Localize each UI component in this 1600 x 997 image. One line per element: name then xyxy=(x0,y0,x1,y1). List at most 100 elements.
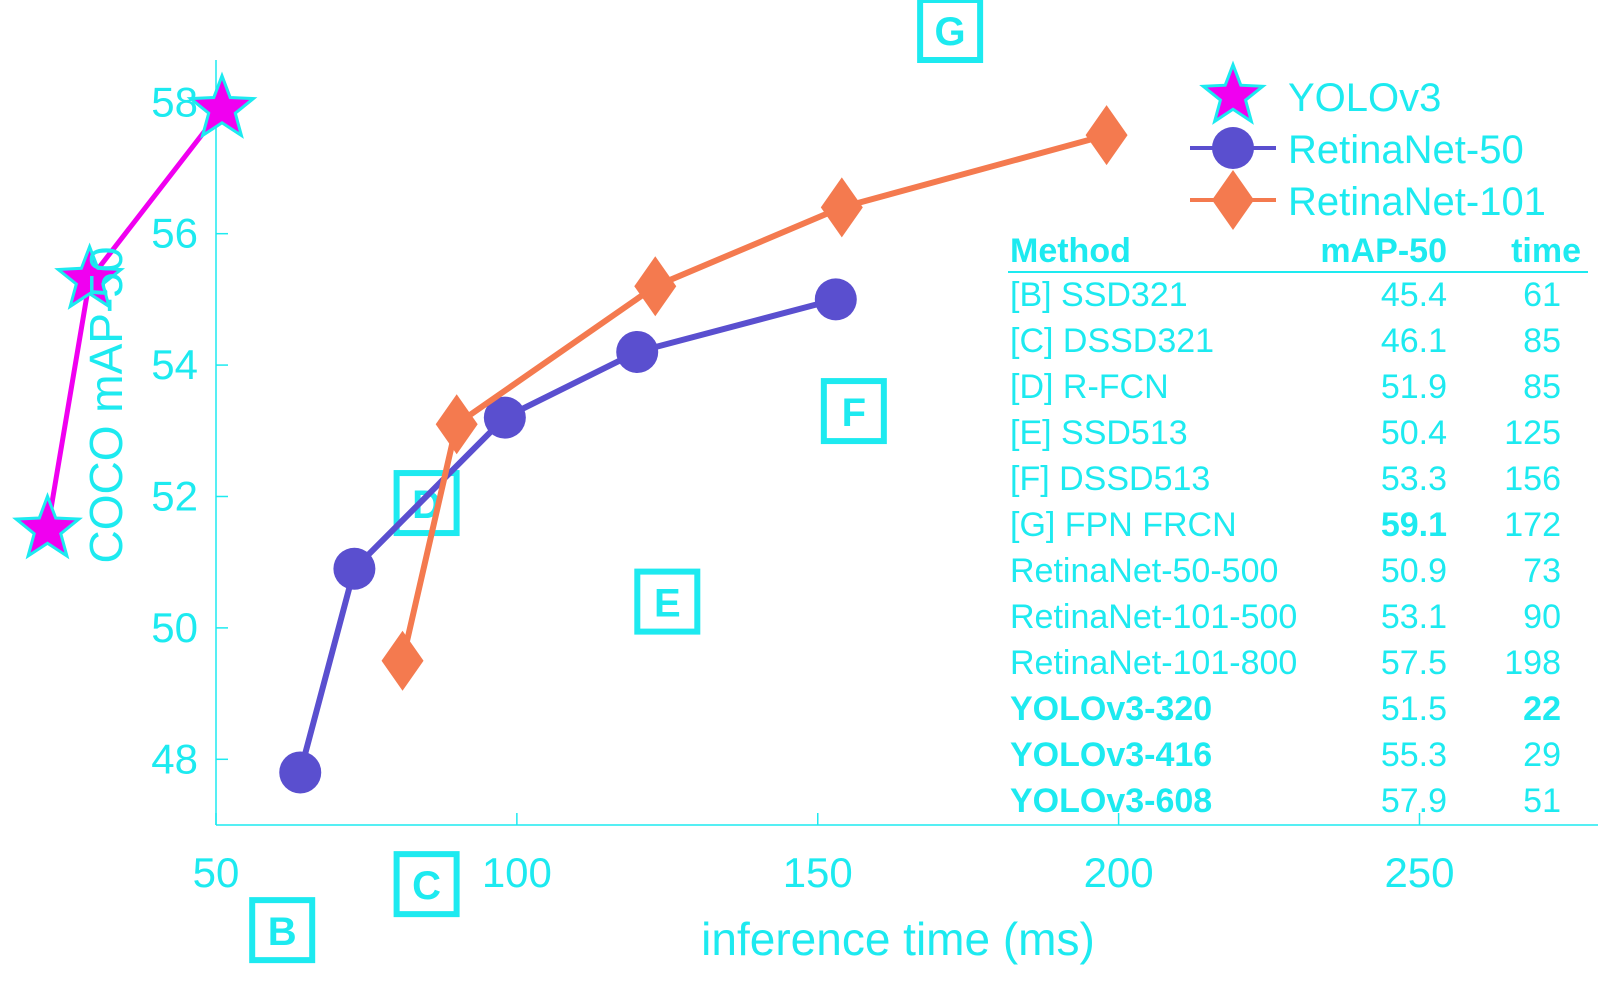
table-cell-time: 156 xyxy=(1504,460,1561,498)
point-label-box xyxy=(393,470,460,537)
table-header-time: time xyxy=(1511,232,1581,270)
table-cell-method: [G] FPN FRCN xyxy=(1010,506,1237,544)
point-label-box xyxy=(393,851,460,918)
point-label-box xyxy=(634,568,701,635)
table-row: RetinaNet-101-500 53.1 90 xyxy=(1010,598,1561,636)
series-point xyxy=(1085,105,1128,166)
table-cell-time: 22 xyxy=(1523,690,1561,728)
point-label-text: F xyxy=(842,391,866,435)
y-tick-label: 54 xyxy=(151,341,198,388)
table-cell-method: RetinaNet-101-500 xyxy=(1010,598,1297,636)
series-layer xyxy=(12,71,1128,794)
table-cell-map: 53.1 xyxy=(1381,598,1447,636)
table-cell-method: YOLOv3-608 xyxy=(1010,782,1212,820)
table-cell-map: 51.5 xyxy=(1381,690,1447,728)
point-label-D: D xyxy=(393,470,460,537)
y-tick-label: 50 xyxy=(151,604,198,651)
point-label-boxes: B C D E F G xyxy=(249,0,984,964)
point-label-box xyxy=(917,0,984,63)
series-point xyxy=(814,278,857,321)
table-header-map: mAP-50 xyxy=(1320,232,1447,270)
table-cell-time: 198 xyxy=(1504,644,1561,682)
table-cell-time: 85 xyxy=(1523,322,1561,360)
plot-axes: 50 100 150 200 250 48 50 52 54 56 58 xyxy=(151,60,1598,896)
table-cell-method: [E] SSD513 xyxy=(1010,414,1188,452)
x-axis-ticks: 50 100 150 200 250 xyxy=(193,813,1455,896)
table-row: [C] DSSD321 46.1 85 xyxy=(1010,322,1561,360)
table-cell-time: 61 xyxy=(1523,276,1561,314)
table-cell-map: 51.9 xyxy=(1381,368,1447,406)
table-cell-method: RetinaNet-50-500 xyxy=(1010,552,1278,590)
series-point xyxy=(381,630,424,691)
table-cell-time: 29 xyxy=(1523,736,1561,774)
legend-item: RetinaNet-101 xyxy=(1190,170,1546,230)
series-point xyxy=(12,492,83,560)
table-cell-map: 45.4 xyxy=(1381,276,1447,314)
table-row: RetinaNet-101-800 57.5 198 xyxy=(1010,644,1561,682)
legend: YOLOv3 RetinaNet-50 RetinaNet-101 xyxy=(1190,60,1546,230)
table-cell-map: 50.9 xyxy=(1381,552,1447,590)
y-tick-label: 56 xyxy=(151,210,198,257)
series-point xyxy=(435,394,478,455)
table-cell-time: 90 xyxy=(1523,598,1561,636)
point-label-box xyxy=(820,378,887,445)
series-line xyxy=(297,296,837,774)
results-table: Method mAP-50 time [B] SSD321 45.4 61 [C] DSSD… xyxy=(1008,232,1588,820)
point-label-text: G xyxy=(935,10,966,54)
series-point xyxy=(634,256,677,317)
point-label-E: E xyxy=(634,568,701,635)
table-cell-time: 125 xyxy=(1504,414,1561,452)
x-tick-label: 250 xyxy=(1384,849,1454,896)
point-label-C: C xyxy=(393,851,460,918)
table-cell-map: 57.5 xyxy=(1381,644,1447,682)
table-row: RetinaNet-50-500 50.9 73 xyxy=(1010,552,1561,590)
table-row: [B] SSD321 45.4 61 xyxy=(1010,276,1561,314)
y-tick-label: 58 xyxy=(151,78,198,125)
x-tick-label: 150 xyxy=(783,849,853,896)
series-point xyxy=(333,547,376,590)
table-row: [E] SSD513 50.4 125 xyxy=(1010,414,1561,452)
table-cell-map: 59.1 xyxy=(1381,506,1447,544)
y-axis-label: COCO mAP-50 xyxy=(80,247,132,564)
point-label-G: G xyxy=(917,0,984,63)
series-point xyxy=(186,71,258,139)
point-label-box xyxy=(249,897,316,964)
series-retinanet-101 xyxy=(381,105,1128,691)
table-cell-map: 53.3 xyxy=(1381,460,1447,498)
table-cell-map: 46.1 xyxy=(1381,322,1447,360)
y-axis-ticks: 48 50 52 54 56 58 xyxy=(151,78,228,782)
x-tick-label: 200 xyxy=(1084,849,1154,896)
x-axis-label: inference time (ms) xyxy=(701,913,1095,965)
table-cell-map: 50.4 xyxy=(1381,414,1447,452)
y-tick-label: 48 xyxy=(151,735,198,782)
series-retinanet-50 xyxy=(279,278,857,794)
point-label-F: F xyxy=(820,378,887,445)
legend-label: RetinaNet-50 xyxy=(1288,128,1524,172)
table-cell-time: 172 xyxy=(1504,506,1561,544)
series-point xyxy=(483,396,526,439)
series-line xyxy=(45,107,224,530)
y-tick-label: 52 xyxy=(151,472,198,519)
point-label-text: B xyxy=(268,910,297,954)
legend-item: YOLOv3 xyxy=(1199,60,1441,125)
legend-label: YOLOv3 xyxy=(1288,76,1441,120)
x-tick-label: 100 xyxy=(482,849,552,896)
series-yolov3 xyxy=(12,71,258,560)
table-cell-map: 57.9 xyxy=(1381,782,1447,820)
table-cell-method: YOLOv3-320 xyxy=(1010,690,1212,728)
legend-marker xyxy=(1212,170,1254,230)
table-cell-method: YOLOv3-416 xyxy=(1010,736,1212,774)
series-point xyxy=(54,242,126,310)
table-cell-method: RetinaNet-101-800 xyxy=(1010,644,1297,682)
legend-label: RetinaNet-101 xyxy=(1288,180,1546,224)
table-cell-method: [B] SSD321 xyxy=(1010,276,1188,314)
point-label-text: C xyxy=(412,864,441,908)
legend-marker xyxy=(1212,127,1254,169)
table-cell-time: 73 xyxy=(1523,552,1561,590)
table-row: [G] FPN FRCN 59.1 172 xyxy=(1010,506,1561,544)
table-cell-map: 55.3 xyxy=(1381,736,1447,774)
x-tick-label: 50 xyxy=(193,849,240,896)
legend-item: RetinaNet-50 xyxy=(1190,127,1524,172)
table-row: YOLOv3-320 51.5 22 xyxy=(1010,690,1561,728)
